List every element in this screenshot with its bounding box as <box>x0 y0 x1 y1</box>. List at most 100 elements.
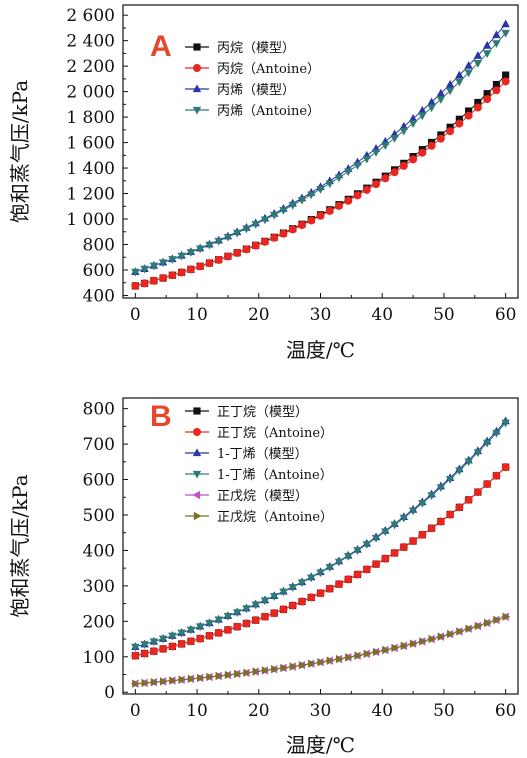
x-tick-label: 60 <box>495 701 517 721</box>
legend-entry: 正丁烷（Antoine） <box>217 426 333 441</box>
data-point <box>205 259 214 268</box>
y-tick-label: 2 000 <box>66 83 115 103</box>
legend-marker <box>193 428 201 436</box>
data-point <box>298 660 307 670</box>
data-point <box>186 249 196 257</box>
data-point <box>455 467 464 476</box>
x-tick-label: 60 <box>495 305 517 325</box>
data-point <box>186 265 195 274</box>
data-point <box>214 237 223 246</box>
data-point <box>325 584 334 593</box>
data-point <box>242 605 251 614</box>
data-point <box>344 196 353 205</box>
y-tick-label: 2 200 <box>66 57 115 77</box>
data-point <box>427 104 436 113</box>
legend-entry: 丙烯（模型） <box>217 83 295 98</box>
data-point <box>186 637 195 646</box>
data-point <box>159 644 168 653</box>
data-point <box>502 71 510 79</box>
data-point <box>473 449 483 458</box>
data-point <box>456 627 464 636</box>
y-tick-label: 500 <box>83 506 115 526</box>
y-tick-label: 700 <box>83 435 115 455</box>
y-tick-label: 1 600 <box>66 134 115 154</box>
data-point <box>316 211 325 220</box>
series-line <box>135 23 507 273</box>
data-point <box>483 90 491 98</box>
data-point <box>279 588 288 597</box>
data-point <box>214 616 223 625</box>
data-point <box>335 654 344 664</box>
data-point <box>195 623 205 632</box>
data-point <box>251 601 260 610</box>
data-point <box>232 229 242 238</box>
series-6 <box>132 612 511 688</box>
data-point <box>455 503 464 512</box>
data-point <box>408 120 418 128</box>
data-point <box>325 206 334 215</box>
y-axis-label: 饱和蒸气压/kPa <box>8 474 32 617</box>
data-point <box>455 115 463 123</box>
data-point <box>390 135 399 143</box>
data-point <box>242 619 251 628</box>
data-point <box>483 480 492 489</box>
data-point <box>140 641 149 649</box>
legend-marker <box>193 407 201 415</box>
data-point <box>131 651 140 660</box>
legend-entry: 正戊烷（模型） <box>217 489 308 504</box>
data-point <box>214 255 223 264</box>
data-point <box>446 629 455 639</box>
data-point <box>390 168 399 177</box>
data-point <box>205 620 214 628</box>
data-point <box>464 458 473 467</box>
data-point <box>279 229 288 238</box>
data-point <box>446 127 455 136</box>
data-point <box>399 127 409 136</box>
data-point <box>372 647 381 657</box>
data-point <box>408 113 418 122</box>
data-point <box>371 534 381 543</box>
data-point <box>223 612 233 621</box>
series-3 <box>131 416 510 651</box>
data-point <box>196 673 205 683</box>
data-point <box>399 161 408 170</box>
data-point <box>168 632 177 641</box>
data-point <box>399 121 409 130</box>
data-point <box>232 609 242 618</box>
data-point <box>473 488 482 497</box>
data-point <box>195 245 205 254</box>
data-point <box>288 584 297 592</box>
data-point <box>334 174 344 183</box>
data-point <box>177 252 186 261</box>
data-point <box>251 616 260 625</box>
data-point <box>168 271 177 280</box>
data-point <box>492 40 501 49</box>
legend-marker <box>192 490 201 500</box>
data-point <box>381 142 390 150</box>
data-point <box>242 245 251 254</box>
data-point <box>159 677 168 686</box>
data-point <box>141 678 150 688</box>
data-point <box>131 268 140 277</box>
data-point <box>325 564 334 572</box>
data-point <box>223 625 232 634</box>
data-point <box>307 574 316 583</box>
data-point <box>492 86 501 95</box>
data-point <box>391 643 400 653</box>
legend-marker <box>193 43 201 51</box>
data-point <box>205 241 214 250</box>
data-point <box>233 248 242 257</box>
legend-marker <box>192 84 202 93</box>
data-point <box>132 679 140 688</box>
data-point <box>436 517 445 526</box>
y-tick-label: 2 600 <box>66 6 115 26</box>
legend-entry: 正丁烷（模型） <box>217 405 308 420</box>
data-point <box>390 521 399 530</box>
data-point <box>482 50 492 59</box>
data-point <box>251 241 260 250</box>
data-point <box>223 233 233 242</box>
data-point <box>446 510 455 519</box>
data-point <box>158 635 168 644</box>
data-point <box>427 97 436 106</box>
data-point <box>419 637 427 646</box>
